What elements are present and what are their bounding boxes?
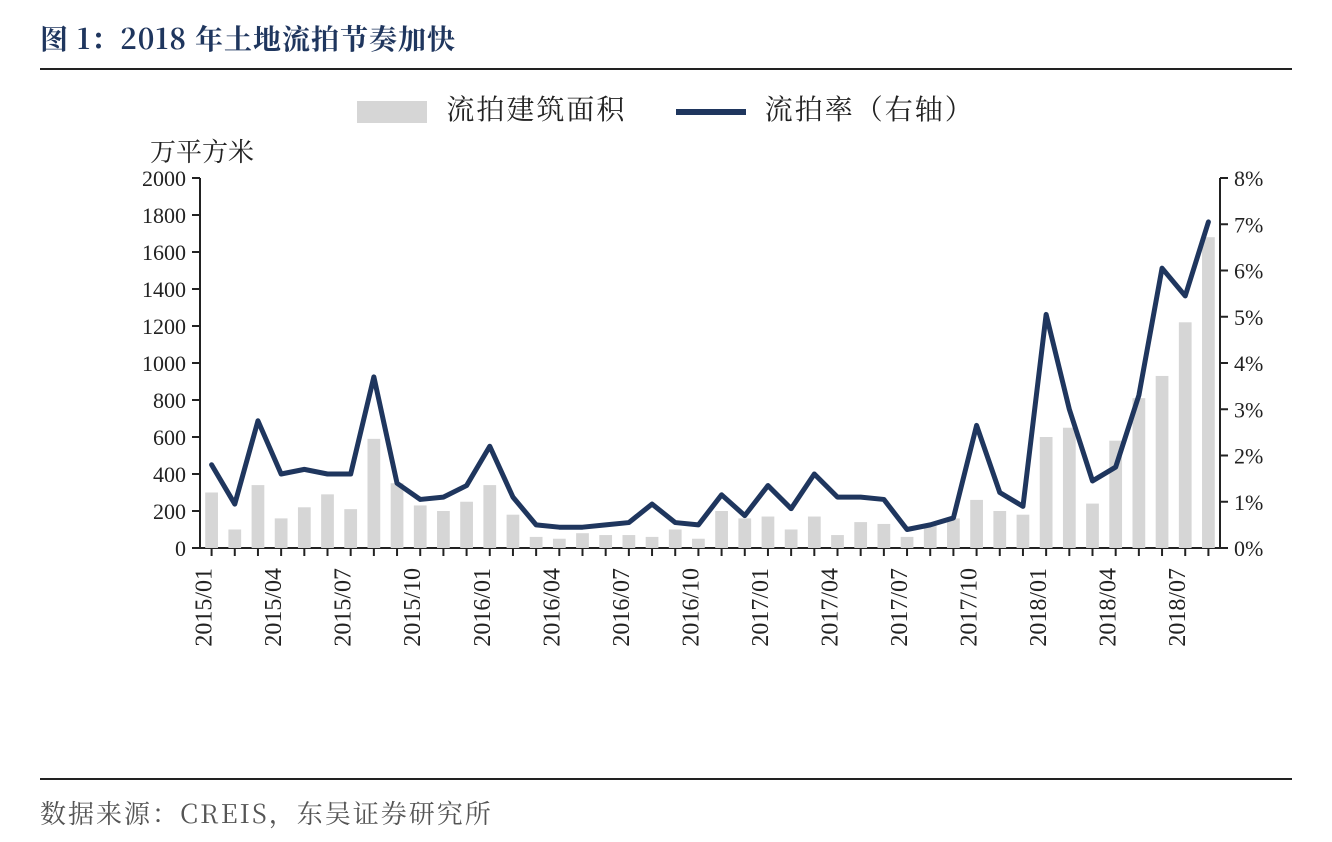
figure-title-prefix: 图 1： <box>40 18 120 58</box>
svg-text:2017/10: 2017/10 <box>957 568 983 647</box>
svg-text:1200: 1200 <box>142 314 186 339</box>
svg-text:8%: 8% <box>1234 166 1263 191</box>
svg-text:6%: 6% <box>1234 259 1263 284</box>
svg-text:0%: 0% <box>1234 536 1263 561</box>
svg-text:1000: 1000 <box>142 351 186 376</box>
svg-text:800: 800 <box>153 388 186 413</box>
y-left-unit: 万平方米 <box>150 132 254 169</box>
svg-text:2016/10: 2016/10 <box>678 568 704 647</box>
svg-text:400: 400 <box>153 462 186 487</box>
svg-text:2018/04: 2018/04 <box>1096 568 1122 647</box>
svg-text:1600: 1600 <box>142 240 186 265</box>
figure-title: 图 1：2018 年土地流拍节奏加快 <box>40 18 1292 70</box>
page-root: 图 1：2018 年土地流拍节奏加快 流拍建筑面积 流拍率（右轴） 万平方米 0… <box>0 0 1332 842</box>
legend-line-swatch <box>676 109 746 115</box>
svg-text:2016/04: 2016/04 <box>539 568 565 647</box>
svg-text:2016/01: 2016/01 <box>470 568 496 647</box>
legend-bar-label: 流拍建筑面积 <box>446 88 626 128</box>
svg-text:600: 600 <box>153 425 186 450</box>
svg-text:2018/07: 2018/07 <box>1165 568 1191 647</box>
chart-area: 流拍建筑面积 流拍率（右轴） 万平方米 0 200 400 600 800 1000 120… <box>40 88 1292 768</box>
svg-text:2000: 2000 <box>142 166 186 191</box>
source-label: 数据来源： <box>40 794 180 831</box>
svg-text:2%: 2% <box>1234 444 1263 469</box>
svg-text:2018/01: 2018/01 <box>1026 568 1052 647</box>
svg-text:2017/01: 2017/01 <box>748 568 774 647</box>
svg-text:2017/04: 2017/04 <box>818 568 844 647</box>
data-source: 数据来源：CREIS，东吴证券研究所 <box>40 780 1292 831</box>
legend-bar-swatch <box>357 101 427 123</box>
chart-svg: 0 200 400 600 800 1000 1200 1400 1600 1800 2000 0% 1… <box>40 88 1292 748</box>
legend-line-label: 流拍率（右轴） <box>765 88 975 128</box>
svg-text:2017/07: 2017/07 <box>887 568 913 647</box>
svg-text:1400: 1400 <box>142 277 186 302</box>
svg-text:3%: 3% <box>1234 397 1263 422</box>
svg-text:2015/10: 2015/10 <box>400 568 426 647</box>
figure-title-text: 2018 年土地流拍节奏加快 <box>120 18 456 58</box>
svg-text:1%: 1% <box>1234 490 1263 515</box>
svg-text:200: 200 <box>153 499 186 524</box>
svg-text:1800: 1800 <box>142 203 186 228</box>
svg-text:0: 0 <box>175 536 186 561</box>
source-value: CREIS，东吴证券研究所 <box>180 794 493 831</box>
svg-text:2015/07: 2015/07 <box>331 568 357 647</box>
svg-text:2015/01: 2015/01 <box>192 568 218 647</box>
chart-legend: 流拍建筑面积 流拍率（右轴） <box>40 88 1292 128</box>
svg-text:5%: 5% <box>1234 305 1263 330</box>
svg-text:2015/04: 2015/04 <box>261 568 287 647</box>
svg-text:2016/07: 2016/07 <box>609 568 635 647</box>
svg-text:7%: 7% <box>1234 212 1263 237</box>
svg-text:4%: 4% <box>1234 351 1263 376</box>
